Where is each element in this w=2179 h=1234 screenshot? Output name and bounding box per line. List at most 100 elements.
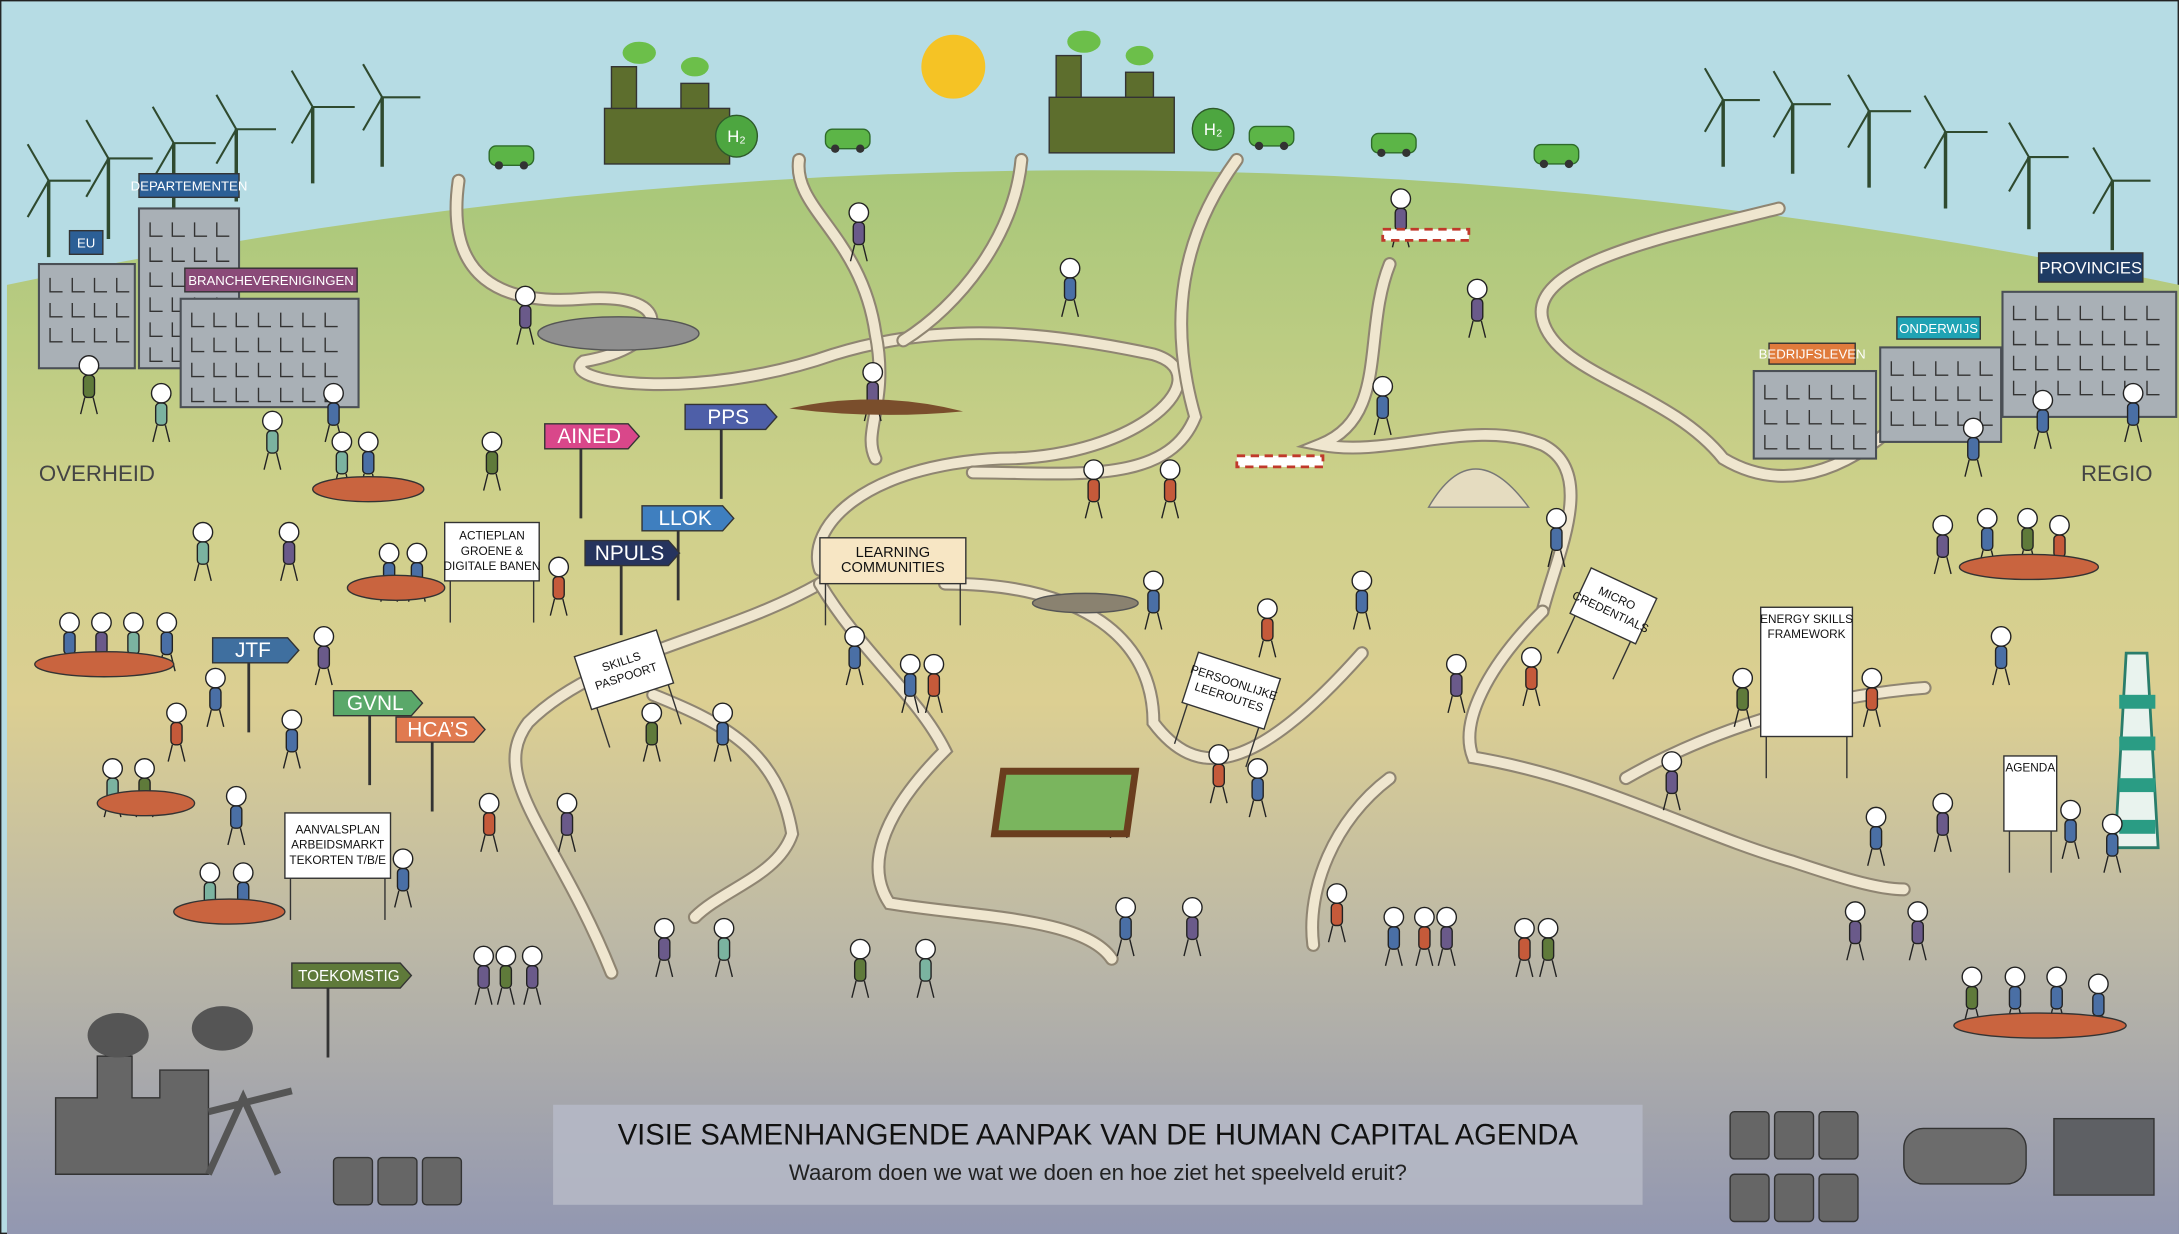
person-body — [2065, 820, 2076, 842]
table — [174, 899, 285, 924]
gas-station — [2054, 1119, 2154, 1195]
board-text: COMMUNITIES — [841, 560, 945, 576]
person-head — [1384, 907, 1403, 926]
person-body — [328, 403, 339, 425]
person-body — [659, 938, 670, 960]
person-head — [479, 793, 498, 812]
factory — [605, 108, 730, 164]
barrier — [1237, 456, 1323, 467]
person-body — [855, 959, 866, 981]
table — [1954, 1013, 2126, 1038]
person-head — [359, 432, 378, 451]
barrel — [1775, 1112, 1814, 1159]
person-head — [279, 523, 298, 542]
person-body — [920, 959, 931, 981]
person-head — [1866, 807, 1885, 826]
person-body — [905, 674, 916, 696]
person-head — [103, 759, 122, 778]
person-body — [197, 542, 208, 564]
person-body — [1472, 299, 1483, 321]
person-head — [642, 703, 661, 722]
person-body — [2022, 528, 2033, 550]
person-head — [1991, 627, 2010, 646]
car — [489, 146, 533, 165]
leaf — [623, 42, 656, 64]
car-wheel — [1255, 142, 1263, 150]
signpost-label: AINED — [557, 425, 621, 448]
person-head — [1373, 377, 1392, 396]
person-head — [1964, 418, 1983, 437]
person-body — [1356, 591, 1367, 613]
person-head — [1415, 907, 1434, 926]
person-body — [161, 632, 172, 654]
person-head — [1733, 668, 1752, 687]
car — [1534, 145, 1578, 164]
person-head — [845, 627, 864, 646]
building-label: ONDERWIJS — [1899, 321, 1978, 336]
person-head — [79, 356, 98, 375]
person-head — [379, 543, 398, 562]
tanker — [1904, 1128, 2026, 1184]
person-body — [1937, 813, 1948, 835]
person-head — [2089, 974, 2108, 993]
person-head — [557, 793, 576, 812]
person-head — [2033, 390, 2052, 409]
person-body — [849, 646, 860, 668]
person-body — [2093, 994, 2104, 1016]
building — [2002, 292, 2176, 417]
person-body — [1395, 208, 1406, 230]
building-label: EU — [77, 235, 95, 250]
person-body — [1968, 438, 1979, 460]
board-text: FRAMEWORK — [1768, 627, 1846, 641]
person-head — [482, 432, 501, 451]
person-body — [478, 966, 489, 988]
map-table — [995, 771, 1136, 834]
leaf — [1067, 31, 1100, 53]
person-body — [1966, 987, 1977, 1009]
person-head — [1160, 460, 1179, 479]
person-head — [233, 863, 252, 882]
person-body — [928, 674, 939, 696]
lighthouse-stripe — [2119, 737, 2155, 751]
smoke — [88, 1013, 149, 1057]
chimney — [1126, 72, 1154, 97]
person-body — [484, 813, 495, 835]
person-head — [1977, 509, 1996, 528]
table — [35, 652, 174, 677]
person-head — [1144, 571, 1163, 590]
person-body — [1213, 764, 1224, 786]
title: VISIE SAMENHANGENDE AANPAK VAN DE HUMAN … — [618, 1119, 1579, 1151]
person-body — [1441, 927, 1452, 949]
board-text: LEARNING — [856, 545, 931, 561]
barrel — [1819, 1112, 1858, 1159]
person-body — [171, 723, 182, 745]
person-body — [1252, 778, 1263, 800]
person-head — [1391, 189, 1410, 208]
person-head — [1845, 902, 1864, 921]
person-body — [520, 306, 531, 328]
person-head — [523, 946, 542, 965]
car-wheel — [1280, 142, 1288, 150]
puddle — [538, 317, 699, 350]
person-head — [1060, 258, 1079, 277]
car — [1372, 133, 1416, 152]
person-body — [1850, 921, 1861, 943]
board-text: ENERGY SKILLS — [1760, 612, 1853, 626]
person-head — [206, 668, 225, 687]
person-body — [500, 966, 511, 988]
car-wheel — [1540, 160, 1548, 168]
building — [39, 264, 135, 368]
car-wheel — [1402, 149, 1410, 157]
person-body — [1165, 479, 1176, 501]
person-body — [1866, 688, 1877, 710]
page: H₂H₂ OVERHEID REGIO EUDEPARTEMENTENBRANC… — [0, 0, 2179, 1234]
person-body — [1451, 674, 1462, 696]
person-head — [1467, 279, 1486, 298]
person-body — [210, 688, 221, 710]
person-body — [1937, 535, 1948, 557]
signpost-label: LLOK — [658, 507, 711, 530]
person-head — [60, 613, 79, 632]
person-body — [2051, 987, 2062, 1009]
hydrogen-label: H₂ — [727, 127, 746, 146]
signpost-label: NPULS — [595, 542, 664, 565]
